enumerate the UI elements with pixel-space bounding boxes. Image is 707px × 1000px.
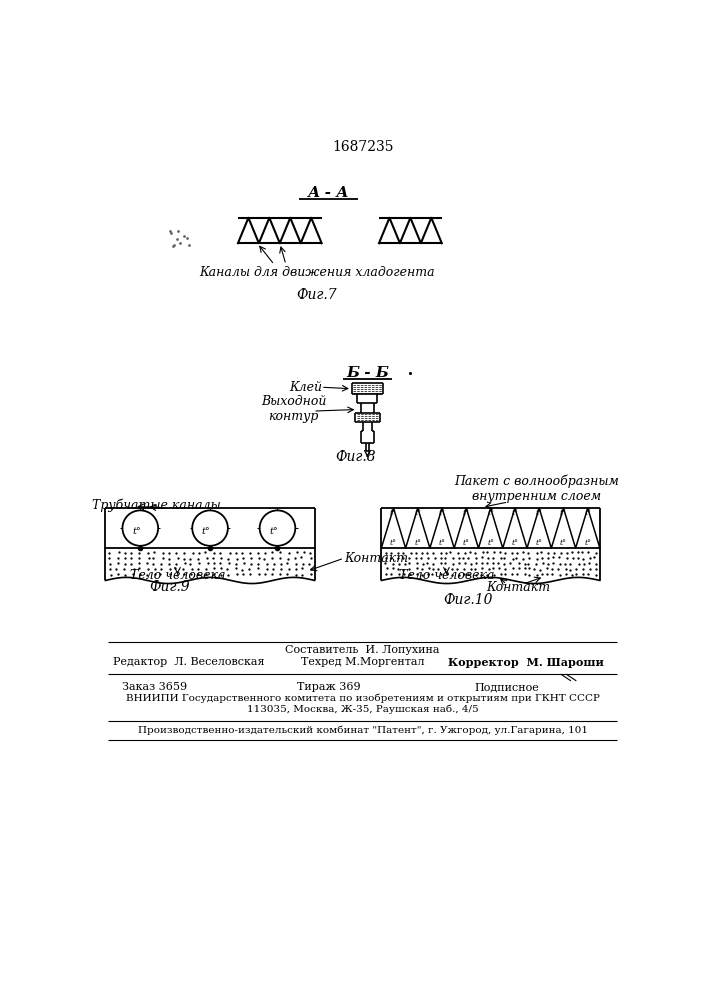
Text: t°: t° xyxy=(269,527,278,536)
Text: Пакет с волнообразным
внутренним слоем: Пакет с волнообразным внутренним слоем xyxy=(454,474,619,503)
Text: Фиг.10: Фиг.10 xyxy=(443,593,493,607)
Text: Контакт: Контакт xyxy=(486,581,551,594)
Text: t°: t° xyxy=(584,509,591,517)
Text: Тело человека: Тело человека xyxy=(130,569,226,582)
Text: t°: t° xyxy=(463,509,470,517)
Circle shape xyxy=(259,510,296,546)
Text: Трубчатые каналы: Трубчатые каналы xyxy=(92,498,221,512)
Text: t°: t° xyxy=(511,509,518,517)
Text: t°: t° xyxy=(390,539,397,547)
Text: 1687235: 1687235 xyxy=(332,140,394,154)
Text: t°: t° xyxy=(132,527,141,536)
Text: t°: t° xyxy=(487,509,494,517)
Text: Фиг.9: Фиг.9 xyxy=(149,580,190,594)
Text: Тираж 369: Тираж 369 xyxy=(297,682,361,692)
Text: Тело человека: Тело человека xyxy=(399,569,494,582)
Text: t°: t° xyxy=(463,539,470,547)
Text: t°: t° xyxy=(536,509,543,517)
Text: Клей: Клей xyxy=(289,381,322,394)
Text: t°: t° xyxy=(560,509,567,517)
Text: Редактор  Л. Веселовская: Редактор Л. Веселовская xyxy=(113,657,265,667)
Text: Каналы для движения хладогента: Каналы для движения хладогента xyxy=(199,266,435,279)
Text: Выходной
контур: Выходной контур xyxy=(261,395,327,423)
Text: t°: t° xyxy=(390,509,397,517)
Text: t°: t° xyxy=(536,539,543,547)
Text: t°: t° xyxy=(584,539,591,547)
Text: t°: t° xyxy=(201,527,211,536)
Text: Корректор  М. Шароши: Корректор М. Шароши xyxy=(448,657,604,668)
Text: t°: t° xyxy=(414,539,421,547)
Text: Б - Б: Б - Б xyxy=(346,366,389,380)
Text: t°: t° xyxy=(438,509,445,517)
Text: Заказ 3659: Заказ 3659 xyxy=(122,682,187,692)
Text: t°: t° xyxy=(487,539,494,547)
Text: ВНИИПИ Государственного комитета по изобретениям и открытиям при ГКНТ СССР: ВНИИПИ Государственного комитета по изоб… xyxy=(126,694,600,703)
Text: 113035, Москва, Ж-35, Раушская наб., 4/5: 113035, Москва, Ж-35, Раушская наб., 4/5 xyxy=(247,704,479,714)
Text: t°: t° xyxy=(414,509,421,517)
Circle shape xyxy=(192,510,228,546)
Text: Составитель  И. Лопухина: Составитель И. Лопухина xyxy=(286,645,440,655)
Text: Фиг.7: Фиг.7 xyxy=(297,288,337,302)
Text: t°: t° xyxy=(560,539,567,547)
Text: Контакт: Контакт xyxy=(344,552,408,565)
Text: Производственно-издательский комбинат "Патент", г. Ужгород, ул.Гагарина, 101: Производственно-издательский комбинат "П… xyxy=(138,726,588,735)
Text: t°: t° xyxy=(438,539,445,547)
Text: А - А: А - А xyxy=(308,186,349,200)
Text: t°: t° xyxy=(511,539,518,547)
Text: Фиг.8: Фиг.8 xyxy=(335,450,376,464)
Text: Подписное: Подписное xyxy=(474,682,539,692)
Circle shape xyxy=(122,510,158,546)
Text: Техред М.Моргентал: Техред М.Моргентал xyxy=(301,657,424,667)
